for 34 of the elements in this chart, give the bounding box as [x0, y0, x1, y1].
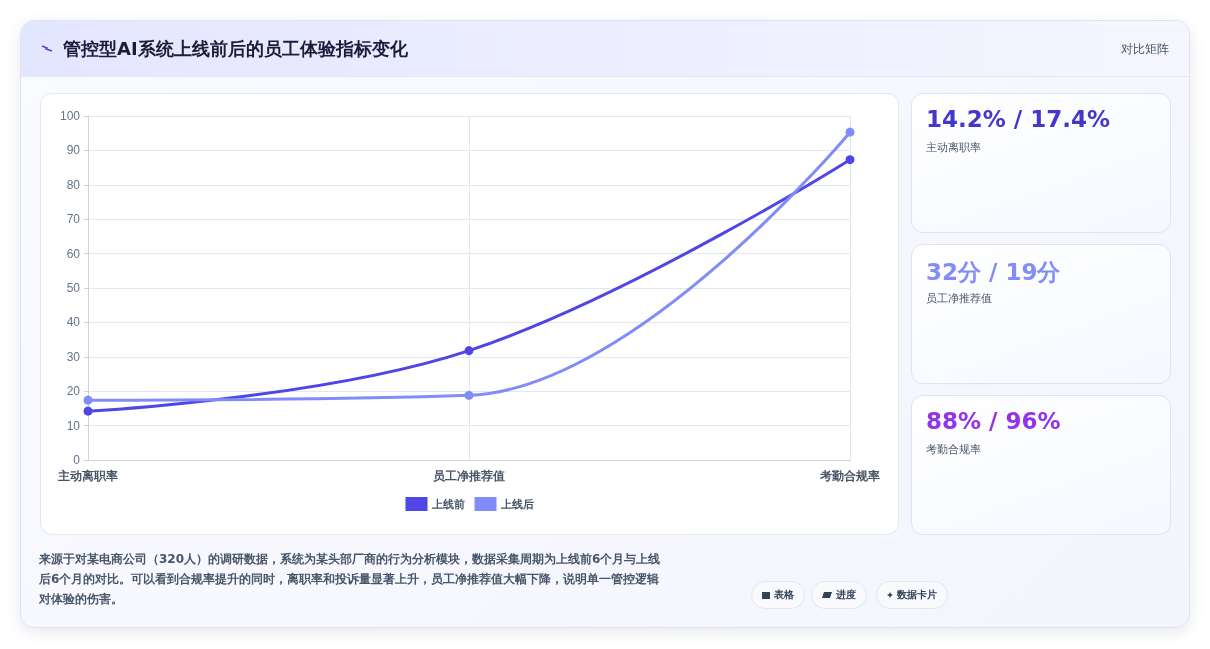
text: 主动离职率: [926, 140, 981, 155]
x-tick-label: 员工净推荐值: [433, 469, 505, 483]
text: 14.2% / 17.4%: [926, 106, 1110, 132]
point: [464, 390, 474, 400]
text: 考勤合规率: [926, 442, 981, 457]
text: 数据卡片: [897, 588, 937, 602]
chart-title: 管控型AI系统上线前后的员工体验指标变化: [63, 37, 408, 61]
y-tick-label: 60: [66, 246, 81, 261]
legend-label: 上线前: [430, 498, 465, 510]
text: 员工净推荐值: [926, 291, 992, 306]
legend-label: 上线后: [499, 498, 534, 510]
y-tick-label: 30: [66, 349, 81, 364]
point: [464, 346, 474, 356]
y-tick-label: 0: [73, 453, 81, 467]
text: 进度: [836, 588, 856, 602]
y-tick-label: 50: [66, 281, 81, 295]
point: [845, 155, 855, 165]
text: 对比矩阵: [1121, 41, 1169, 58]
y-tick-label: 70: [66, 212, 81, 227]
point: [845, 127, 855, 137]
y-tick-label: 90: [66, 143, 81, 158]
y-tick-label: 80: [66, 177, 81, 192]
text: 表格: [774, 588, 794, 602]
point: [83, 395, 93, 405]
y-tick-label: 40: [66, 315, 81, 330]
y-tick-label: 10: [66, 418, 81, 433]
x-tick-label: 考勤合规率: [819, 469, 880, 483]
x-tick-label: 主动离职率: [57, 469, 118, 483]
text: 88% / 96%: [926, 408, 1061, 434]
text: 32分 / 19分: [926, 258, 1061, 287]
text: 来源于对某电商公司（320人）的调研数据，系统为某头部厂商的行为分析模块，数据采集周期为上线前6个月与上线后6个月的对比。可以看到合规率提升的同时，离职率和投诉量显著上升，员工净推荐值大幅下降，说明单一管控逻辑对体验的伤害。: [39, 551, 662, 608]
y-tick-label: 100: [59, 109, 81, 123]
y-tick-label: 20: [66, 384, 81, 399]
point: [83, 406, 93, 416]
